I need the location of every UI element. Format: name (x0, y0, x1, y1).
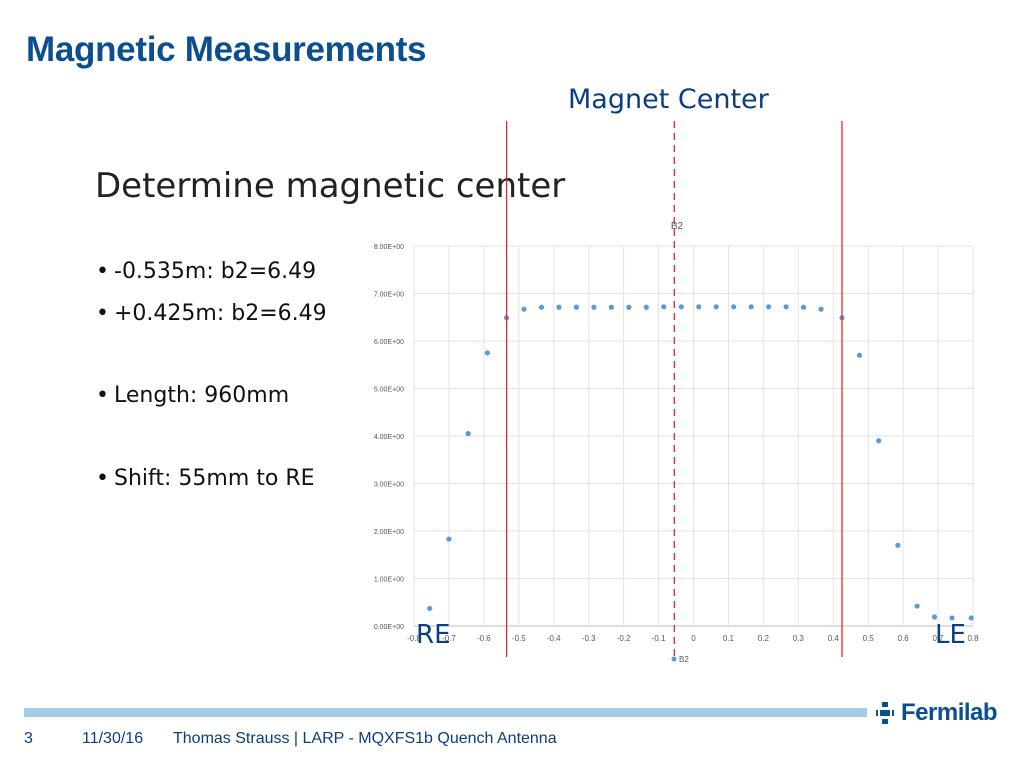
bullet-glyph: • (96, 383, 109, 408)
bullet-text: -0.535m: b2=6.49 (114, 259, 317, 284)
legend-label: B2 (679, 655, 689, 664)
data-point (465, 431, 471, 437)
x-tick-label: 0.7 (933, 634, 945, 643)
bullet-item: • +0.425m: b2=6.49 (96, 301, 327, 326)
y-tick-label: 2.00E+00 (374, 529, 404, 536)
slide-title: Magnetic Measurements (26, 30, 427, 69)
y-tick-label: 3.00E+00 (374, 482, 404, 489)
data-point (895, 542, 901, 548)
bullet-glyph: • (96, 259, 109, 284)
data-point (748, 304, 754, 310)
bullet-item: • Length: 960mm (96, 383, 289, 408)
data-point (427, 605, 433, 612)
bullet-item: • Shift: 55mm to RE (96, 466, 315, 491)
y-tick-label: 5.00E+00 (374, 387, 404, 394)
data-point (626, 304, 632, 310)
data-point (766, 304, 772, 310)
x-tick-label: 0.2 (758, 634, 770, 643)
x-tick-label: -0.8 (407, 634, 421, 643)
x-tick-label: 0.5 (863, 634, 875, 643)
chart-marker-lines (505, 121, 843, 657)
data-point (678, 304, 684, 310)
data-point (573, 304, 580, 310)
x-tick-label: 0.8 (967, 634, 979, 643)
y-tick-label: 8.00E+00 (374, 244, 404, 251)
x-tick-label: -0.5 (512, 634, 526, 643)
x-tick-label: 0 (691, 634, 696, 643)
le-end-label: LE (935, 620, 966, 650)
data-point (643, 304, 649, 310)
data-point (696, 304, 702, 310)
data-point (931, 614, 938, 620)
content-title: Determine magnetic center (95, 166, 566, 206)
fermilab-logo-icon (876, 702, 894, 724)
x-tick-label: 0.1 (723, 634, 735, 643)
data-point (661, 304, 667, 310)
magnet-center-label: Magnet Center (568, 84, 769, 115)
data-point (713, 304, 719, 310)
data-point (914, 603, 920, 609)
x-tick-label: -0.2 (617, 634, 631, 643)
bullet-text: Length: 960mm (114, 383, 290, 408)
logo-text: Fermilab (901, 699, 998, 726)
y-tick-label: 7.00E+00 (374, 292, 404, 299)
data-point (783, 304, 789, 310)
x-tick-label: 0.3 (793, 634, 805, 643)
x-tick-label: -0.6 (477, 634, 491, 643)
footer-caption: Thomas Strauss | LARP - MQXFS1b Quench A… (173, 730, 557, 747)
x-tick-label: -0.3 (582, 634, 596, 643)
footer-date: 11/30/16 (82, 730, 144, 747)
page-number: 3 (24, 730, 33, 747)
fermilab-logo: Fermilab (873, 698, 998, 728)
data-point (446, 536, 452, 542)
footer-bar (24, 708, 867, 717)
data-point (608, 304, 614, 310)
re-end-label: RE (416, 620, 451, 650)
y-tick-label: 1.00E+00 (374, 577, 404, 584)
x-tick-label: -0.4 (547, 634, 561, 643)
bullet-item: • -0.535m: b2=6.49 (96, 259, 316, 284)
chart-points (427, 304, 974, 621)
x-tick-label: -0.1 (652, 634, 666, 643)
data-point (876, 438, 882, 444)
chart-legend: B2 (671, 655, 689, 664)
data-point (521, 306, 527, 312)
data-point (818, 306, 824, 312)
x-tick-label: 0.6 (898, 634, 910, 643)
data-point (538, 304, 545, 310)
bullet-text: Shift: 55mm to RE (114, 466, 315, 491)
bullet-glyph: • (96, 301, 109, 326)
bullet-text: +0.425m: b2=6.49 (114, 301, 327, 326)
y-tick-label: 6.00E+00 (374, 339, 404, 346)
data-point (949, 615, 955, 621)
legend-marker (671, 656, 677, 662)
y-tick-label: 0.00E+00 (374, 624, 404, 631)
data-point (731, 304, 737, 310)
data-point (591, 304, 597, 310)
chart-tick-labels: 0.00E+00 1.00E+00 2.00E+00 3.00E+00 4.00E+00… (374, 244, 979, 643)
data-point (556, 304, 562, 310)
data-point (968, 615, 974, 621)
x-tick-label: 0.4 (828, 634, 840, 643)
x-tick-label: -0.7 (442, 634, 456, 643)
chart-title: B2 (671, 221, 684, 232)
chart-grid (413, 245, 974, 627)
data-point (484, 350, 490, 356)
data-point (800, 304, 807, 310)
y-tick-label: 4.00E+00 (374, 434, 404, 441)
bullet-glyph: • (96, 466, 109, 491)
data-point (856, 352, 863, 358)
